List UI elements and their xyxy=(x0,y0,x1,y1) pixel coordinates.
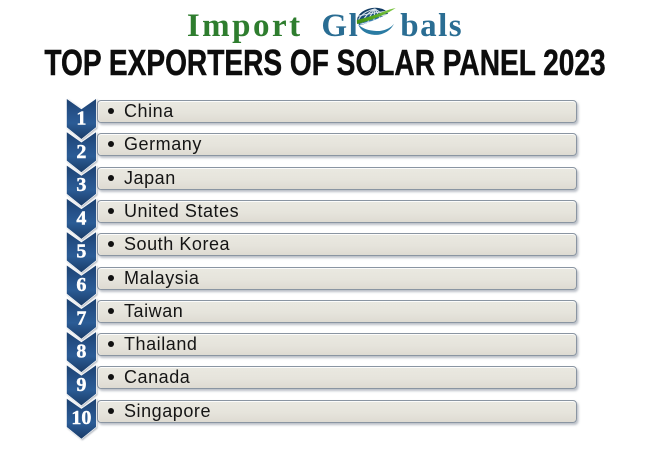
svg-text:10: 10 xyxy=(71,407,91,429)
svg-text:2: 2 xyxy=(76,141,86,163)
svg-text:8: 8 xyxy=(76,341,86,363)
svg-text:7: 7 xyxy=(76,307,86,329)
svg-text:6: 6 xyxy=(76,274,86,296)
svg-text:4: 4 xyxy=(76,207,86,229)
svg-text:3: 3 xyxy=(76,174,86,196)
svg-text:9: 9 xyxy=(76,374,86,396)
svg-text:1: 1 xyxy=(76,108,86,130)
svg-text:5: 5 xyxy=(76,241,86,263)
